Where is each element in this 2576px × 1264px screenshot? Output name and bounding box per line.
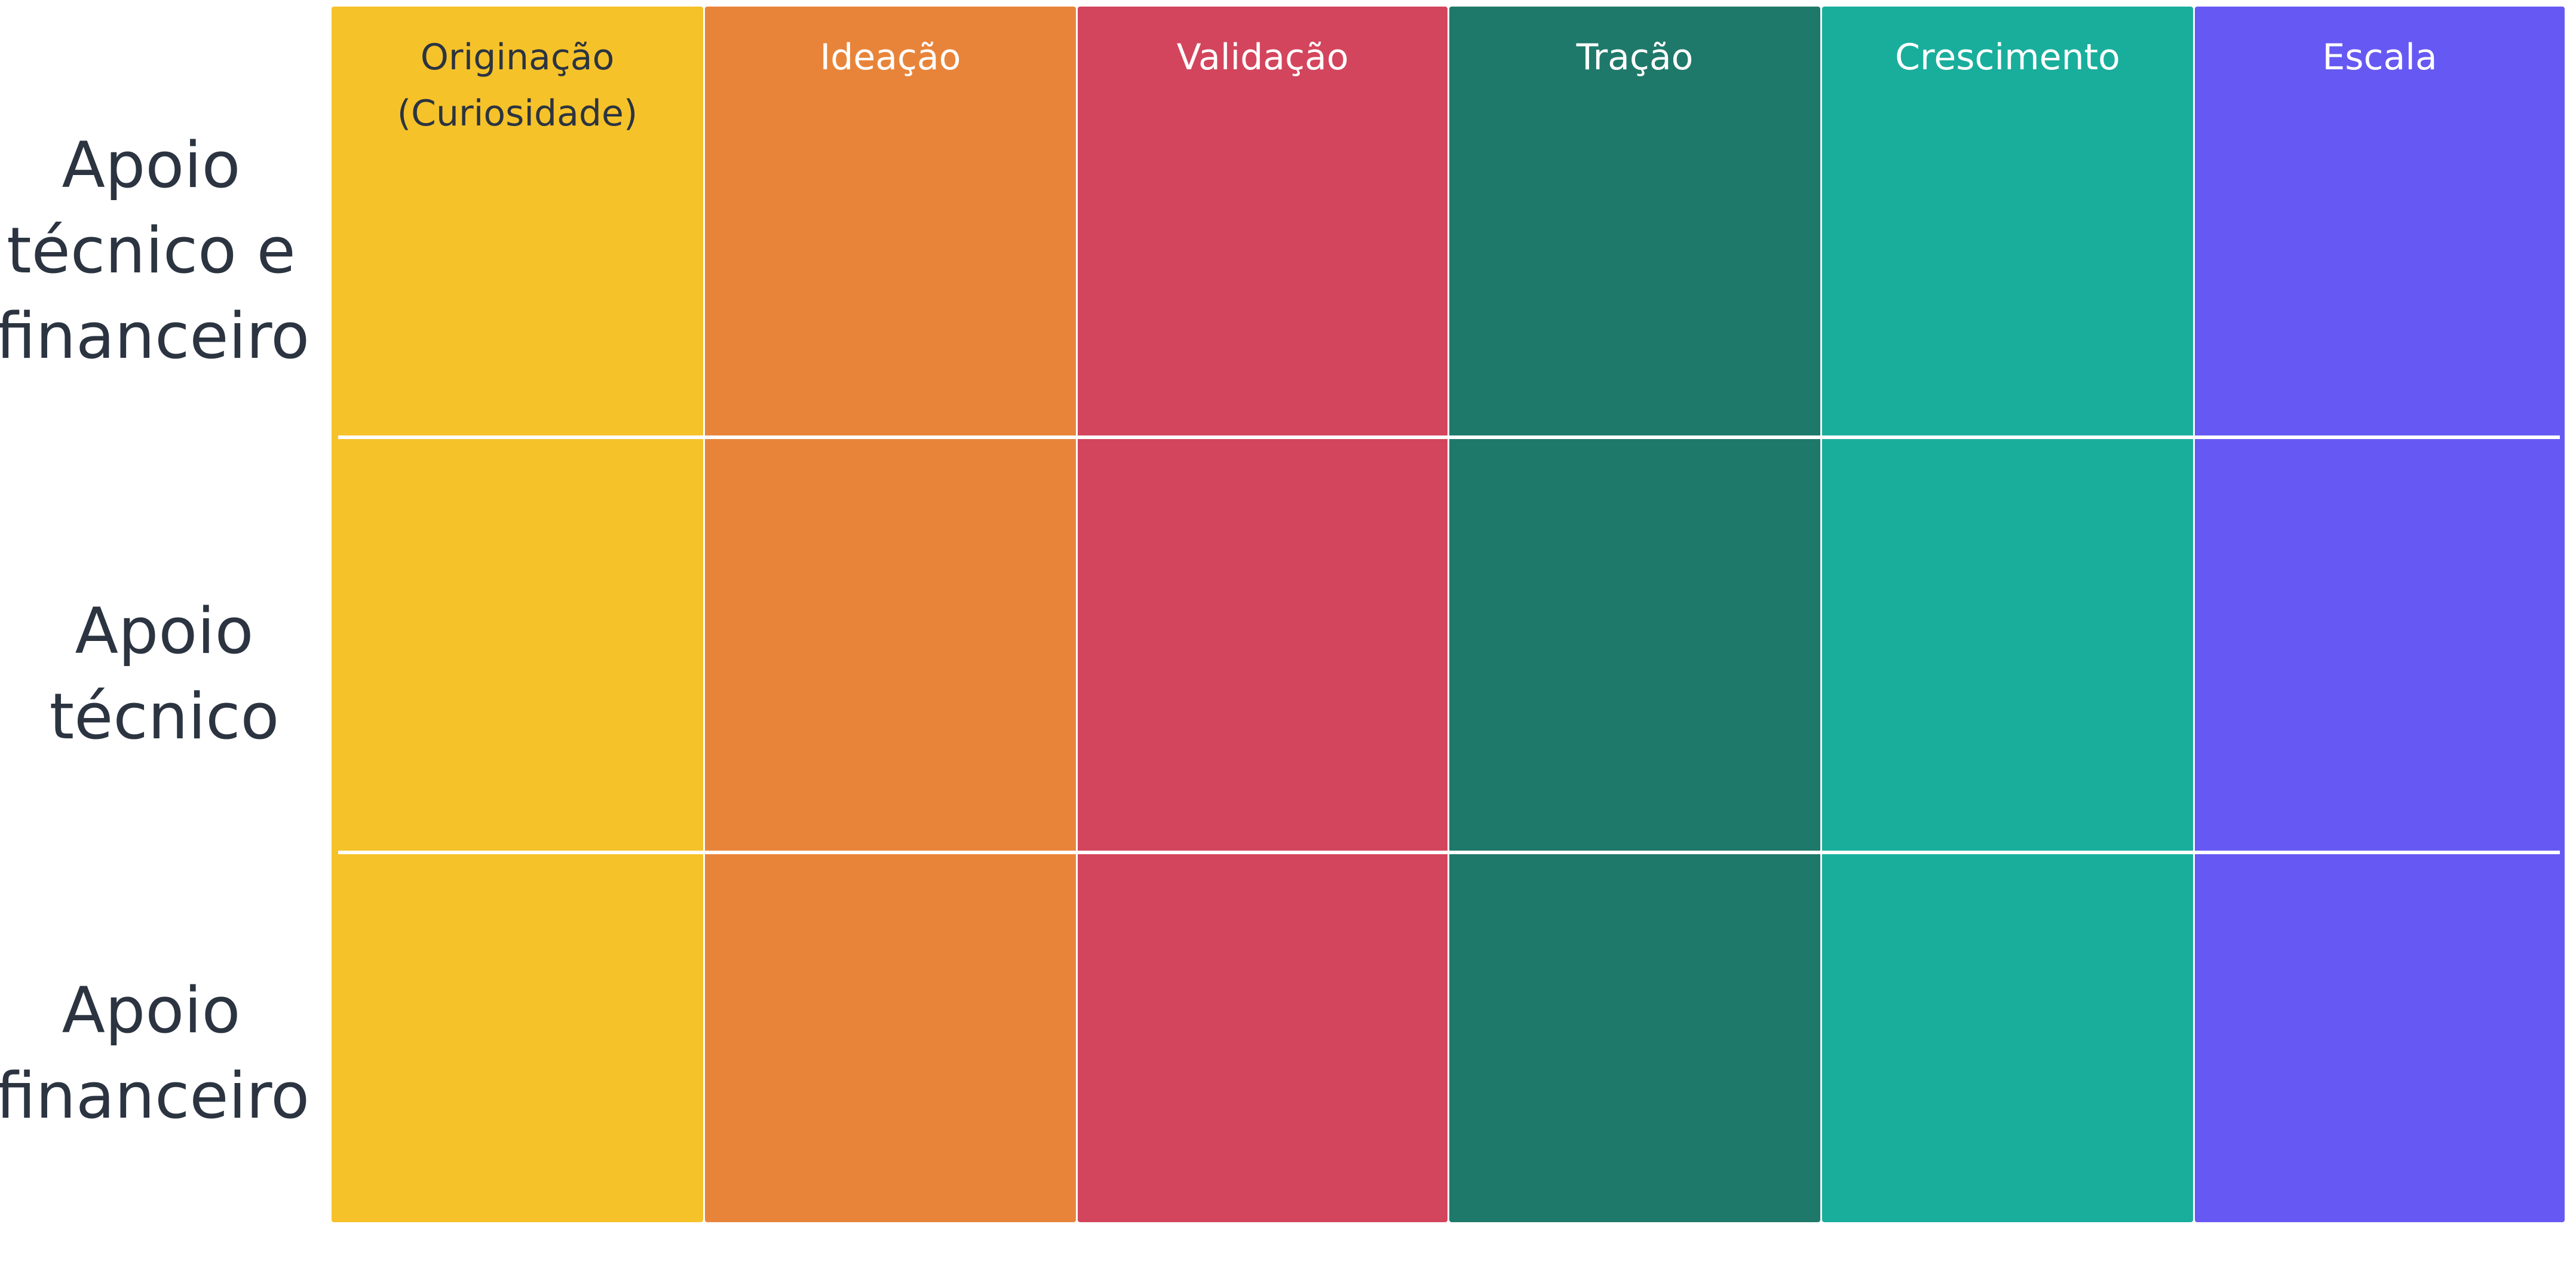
title-line: Ideação bbox=[820, 36, 961, 78]
label-line: financeiro bbox=[0, 1059, 310, 1133]
stage-column: Validação bbox=[1078, 7, 1448, 1222]
row-divider bbox=[338, 435, 2560, 439]
stage-column: Tração bbox=[1449, 7, 1820, 1222]
row-divider bbox=[338, 851, 2560, 854]
label-line: financeiro bbox=[0, 299, 310, 373]
row-label: Apoio financeiro bbox=[0, 968, 310, 1139]
title-line: Tração bbox=[1576, 36, 1694, 78]
stage-title: Tração bbox=[1449, 29, 1820, 85]
stage-column: Crescimento bbox=[1822, 7, 2193, 1222]
stage-column: Originação (Curiosidade) bbox=[332, 7, 703, 1222]
stage-column: Ideação bbox=[705, 7, 1076, 1222]
title-line: Originação bbox=[420, 36, 615, 78]
stage-title: Ideação bbox=[705, 29, 1076, 85]
stage-title: Originação (Curiosidade) bbox=[332, 29, 703, 142]
title-line: (Curiosidade) bbox=[397, 93, 638, 134]
label-line: técnico e bbox=[7, 214, 296, 287]
title-line: Escala bbox=[2322, 36, 2437, 78]
label-line: Apoio bbox=[62, 128, 241, 202]
stage-title: Crescimento bbox=[1822, 29, 2193, 85]
stage-title: Escala bbox=[2195, 29, 2565, 85]
stage-column: Escala bbox=[2195, 7, 2565, 1222]
title-line: Validação bbox=[1176, 36, 1349, 78]
label-line: Apoio bbox=[62, 974, 241, 1047]
row-label: Apoio técnico bbox=[9, 588, 320, 759]
label-line: técnico bbox=[49, 680, 280, 753]
title-line: Crescimento bbox=[1895, 36, 2120, 78]
stage-title: Validação bbox=[1078, 29, 1448, 85]
label-line: Apoio bbox=[75, 594, 254, 668]
row-label: Apoio técnico e financeiro bbox=[0, 122, 310, 379]
